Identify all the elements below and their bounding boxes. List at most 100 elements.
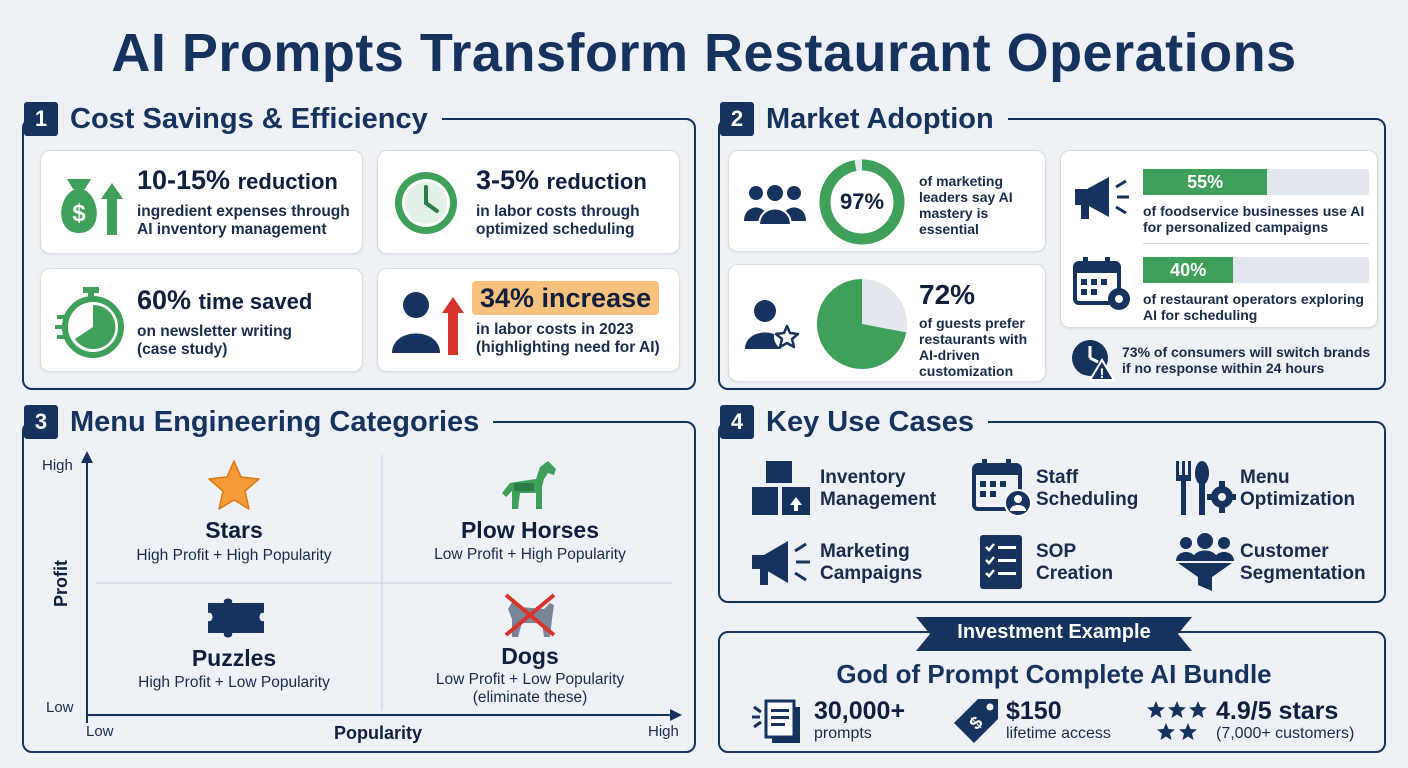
megaphone-icon [752, 541, 810, 585]
quadrant-dogs-sub-line: Low Profit + Low Popularity [435, 671, 625, 688]
pie-chart-72 [817, 279, 907, 369]
puzzle-icon [208, 598, 264, 638]
price-value: $150 [1006, 697, 1062, 725]
section-header: 4 Key Use Cases [720, 405, 988, 439]
investment-title: God of Prompt Complete AI Bundle [836, 659, 1272, 689]
section-header: 1 Cost Savings & Efficiency [24, 102, 442, 136]
stat-value-highlight: 34% increase [472, 281, 660, 315]
section-number: 1 [24, 102, 58, 136]
use-case-label: Menu [1240, 467, 1290, 488]
stat-desc: (case study) [137, 341, 228, 358]
matrix-axes [81, 451, 682, 723]
x-axis-high: High [648, 723, 679, 740]
price-tag-icon: $ [954, 699, 998, 743]
horse-icon [502, 461, 556, 509]
bar-track: 55% [1143, 169, 1369, 195]
clock-icon [395, 172, 457, 234]
use-case-customer: Customer Segmentation [1240, 541, 1366, 585]
stat-card-ingredient: $ 10-15% reduction ingredient expenses t… [40, 150, 363, 254]
section-header: 3 Menu Engineering Categories [24, 405, 494, 439]
investment-banner: Investment Example [957, 621, 1151, 643]
use-case-label: Staff [1036, 467, 1079, 488]
stat-unit: time saved [198, 289, 313, 314]
svg-text:$: $ [72, 200, 86, 227]
section-market-adoption: 2 Market Adoption 97% of marketing leade… [718, 102, 1386, 390]
stat-unit: reduction [237, 169, 338, 194]
person-star-icon [745, 300, 800, 350]
rating-label: (7,000+ customers) [1216, 725, 1355, 742]
stat-card-bars: 55% of foodservice businesses use AI for… [1060, 150, 1378, 328]
section-title: Cost Savings & Efficiency [70, 102, 428, 135]
stat-card-guests-prefer: 72% of guests prefer restaurants with AI… [728, 264, 1046, 382]
stat-desc: ingredient expenses through [137, 203, 350, 220]
section-number: 3 [24, 405, 58, 439]
stat-card-labor-increase: 34% increase in labor costs in 2023 (high… [377, 268, 680, 372]
bar-fill-55: 55% [1143, 169, 1268, 195]
stat-value: 10-15% [137, 165, 231, 195]
section-title: Market Adoption [766, 102, 994, 135]
calendar-gear-icon [1073, 257, 1130, 310]
boxes-icon [752, 461, 810, 515]
bar-desc: of foodservice businesses use AI [1143, 203, 1365, 219]
calendar-person-icon [972, 459, 1032, 517]
section-key-use-cases: 4 Key Use Cases Inventory Management Staf… [718, 405, 1386, 603]
section-title: Key Use Cases [766, 405, 974, 438]
stat-desc: (highlighting need for AI) [476, 339, 660, 356]
rating-value: 4.9/5 stars [1216, 697, 1339, 725]
stat-card-labor-scheduling: 3-5% reduction in labor costs through opt… [377, 150, 680, 254]
prompts-count: 30,000+ [814, 697, 906, 725]
stopwatch-icon [55, 287, 124, 358]
donut-desc: of marketing [919, 173, 1004, 189]
section-number: 2 [720, 102, 754, 136]
use-case-label: Customer [1240, 541, 1329, 562]
svg-text:!: ! [1100, 365, 1105, 381]
bar-value: 55% [1187, 171, 1224, 192]
quadrant-dogs-sub: Low Profit + Low Popularity (eliminate t… [390, 671, 670, 707]
money-bag-up-icon: $ [61, 179, 123, 235]
use-case-label: Creation [1036, 563, 1114, 584]
donut-desc: leaders say AI [919, 189, 1013, 205]
pie-slice [817, 279, 907, 369]
people-group-icon [744, 183, 806, 225]
person-up-icon [392, 292, 464, 355]
star-icon [208, 460, 260, 510]
bar-desc: for personalized campaigns [1143, 219, 1329, 235]
donut-desc: mastery is [919, 205, 989, 221]
stat-value: 3-5% [476, 165, 540, 195]
donut-desc: essential [919, 221, 979, 237]
bar-desc: AI for scheduling [1143, 307, 1258, 323]
people-funnel-icon [1176, 533, 1234, 591]
use-case-label: SOP [1036, 541, 1077, 562]
quadrant-stars-title: Stars [205, 517, 263, 543]
use-case-label: Management [820, 489, 937, 510]
use-case-label: Scheduling [1036, 489, 1139, 510]
bar-track: 40% [1143, 257, 1369, 283]
use-case-inventory: Inventory Management [820, 467, 936, 511]
x-axis-label: Popularity [334, 723, 423, 743]
section-title: Menu Engineering Categories [70, 405, 480, 438]
investment-banner-shape [916, 617, 1192, 651]
alert-text: 73% of consumers will switch brands [1122, 344, 1371, 360]
quadrant-puzzles-sub: High Profit + Low Popularity [138, 674, 330, 691]
pie-desc: customization [919, 363, 1014, 379]
section-cost-savings: 1 Cost Savings & Efficiency $ 10-15% red… [22, 102, 696, 390]
stat-value: 60% [137, 285, 192, 315]
stat-desc: optimized scheduling [476, 221, 635, 238]
stat-desc: in labor costs in 2023 [476, 321, 634, 338]
donut-value: 97% [839, 189, 885, 214]
price-label: lifetime access [1006, 725, 1111, 742]
quadrant-plow-title: Plow Horses [460, 517, 600, 543]
use-case-sop: SOP Creation [1036, 541, 1113, 585]
quadrant-dogs-note: (eliminate these) [472, 689, 588, 706]
use-case-staff: Staff Scheduling [1036, 467, 1138, 511]
x-axis-low: Low [86, 723, 114, 740]
quadrant-puzzles-title: Puzzles [191, 645, 277, 671]
stat-desc: AI inventory management [137, 221, 327, 238]
donut-arc [819, 159, 905, 245]
use-case-label: Optimization [1240, 489, 1356, 510]
bar-value: 40% [1170, 259, 1207, 280]
section-number: 4 [720, 405, 754, 439]
stat-card-marketing-leaders: 97% of marketing leaders say AI mastery … [728, 150, 1046, 252]
document-stack-icon [752, 699, 800, 743]
megaphone-icon [1075, 177, 1129, 219]
